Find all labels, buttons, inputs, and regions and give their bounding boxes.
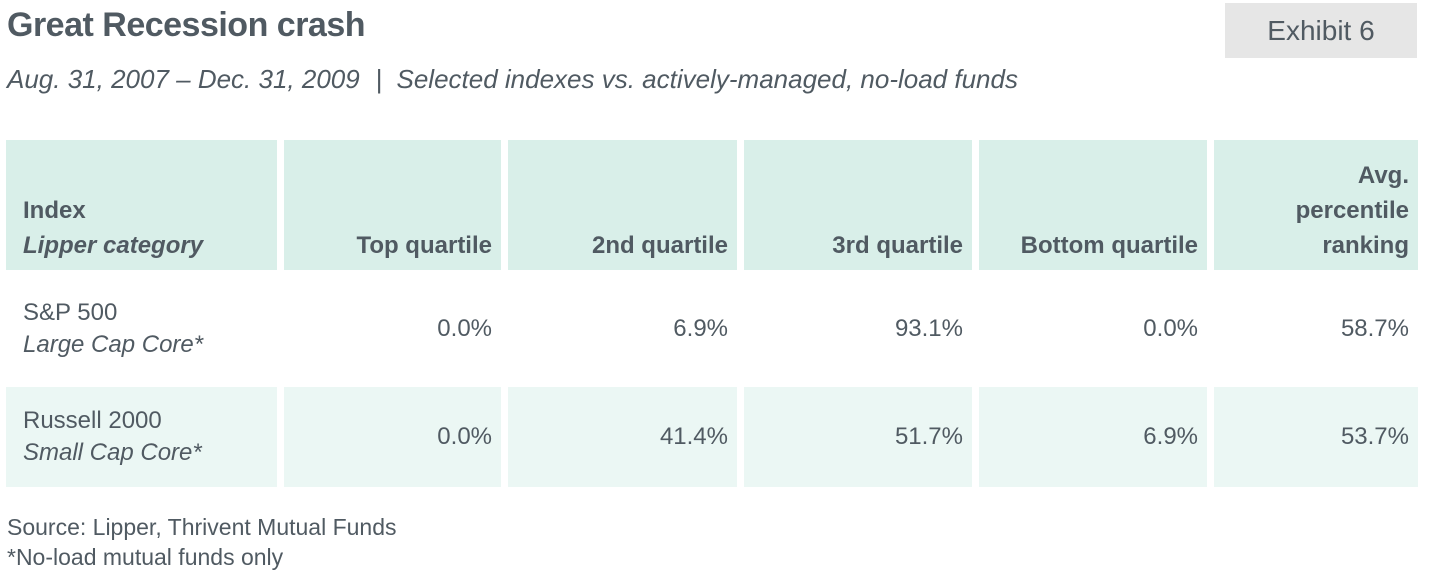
column-header-avg-line3: ranking (1322, 232, 1409, 259)
table-cell-3rd-quartile: 51.7% (744, 387, 972, 487)
column-header-2nd-quartile: 2nd quartile (508, 140, 737, 270)
column-header-index: Index Lipper category (6, 140, 277, 270)
column-header-bottom-quartile: Bottom quartile (979, 140, 1207, 270)
column-header-category-label: Lipper category (23, 232, 204, 259)
returns-table: Index Lipper category Top quartile 2nd q… (6, 140, 1418, 487)
table-cell-2nd-quartile: 41.4% (508, 387, 737, 487)
index-name: S&P 500 (23, 298, 118, 326)
column-header-2nd-quartile-label: 2nd quartile (591, 232, 728, 259)
column-header-index-label: Index (23, 197, 86, 224)
page-title: Great Recession crash (7, 6, 366, 44)
table-cell-3rd-quartile: 93.1% (744, 277, 972, 380)
column-header-avg-line1: Avg. (1357, 162, 1409, 189)
table-cell-bottom-quartile: 0.0% (979, 277, 1207, 380)
exhibit-badge: Exhibit 6 (1225, 3, 1417, 58)
lipper-category: Small Cap Core* (23, 439, 202, 466)
lipper-category: Large Cap Core* (23, 330, 204, 358)
index-name: Russell 2000 (23, 407, 162, 434)
subtitle-separator: | (375, 64, 383, 94)
subtitle: Aug. 31, 2007 – Dec. 31, 2009 | Selected i… (7, 64, 1018, 95)
source-note: Source: Lipper, Thrivent Mutual Funds (7, 514, 397, 540)
footnote: *No-load mutual funds only (7, 544, 284, 570)
column-header-avg-percentile: Avg. percentile ranking (1214, 140, 1418, 270)
column-header-avg-line2: percentile (1295, 197, 1409, 224)
table-cell-avg-percentile: 58.7% (1214, 277, 1418, 380)
table-row-russell2000-index: Russell 2000 Small Cap Core* (6, 387, 277, 487)
table-cell-top-quartile: 0.0% (284, 387, 501, 487)
table-cell-2nd-quartile: 6.9% (508, 277, 737, 380)
table-row-sp500-index: S&P 500 Large Cap Core* (6, 277, 277, 380)
column-header-3rd-quartile-label: 3rd quartile (832, 232, 963, 259)
column-header-top-quartile-label: Top quartile (356, 232, 492, 259)
subtitle-description: Selected indexes vs. actively-managed, n… (396, 64, 1018, 94)
column-header-bottom-quartile-label: Bottom quartile (1020, 232, 1198, 259)
column-header-top-quartile: Top quartile (284, 140, 501, 270)
subtitle-dates: Aug. 31, 2007 – Dec. 31, 2009 (7, 64, 360, 94)
column-header-3rd-quartile: 3rd quartile (744, 140, 972, 270)
table-cell-avg-percentile: 53.7% (1214, 387, 1418, 487)
table-cell-bottom-quartile: 6.9% (979, 387, 1207, 487)
table-cell-top-quartile: 0.0% (284, 277, 501, 380)
